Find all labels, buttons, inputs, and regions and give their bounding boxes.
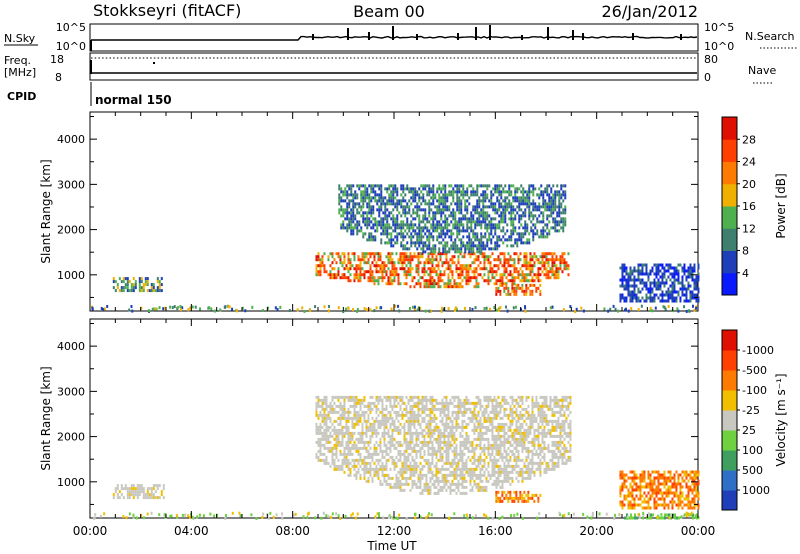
x-tick-label: 20:00 [579, 524, 614, 538]
x-tick-label: 04:00 [174, 524, 209, 538]
y-tick-label: 1000 [57, 269, 85, 282]
freq-label-line1: Freq. [4, 54, 31, 67]
colorbar-swatch [722, 490, 737, 511]
power-colorbar: 4 8 12 16 20 24 28 Power [dB] [721, 116, 788, 296]
power-panel-data [91, 184, 700, 314]
colorbar-swatch [722, 370, 737, 391]
colorbar-swatch [722, 228, 737, 251]
nsearch-bottom-tick: 10^0 [704, 40, 734, 53]
velocity-panel-data [93, 395, 700, 521]
colorbar-swatch [722, 250, 737, 274]
y-tick-label: 1000 [57, 476, 85, 489]
velocity-panel-axes: 1000 2000 3000 4000 Slant Range [km] 00:00 04:… [39, 319, 715, 538]
cpid-label: CPID [7, 90, 36, 103]
colorbar-tick-label: 20 [742, 178, 756, 191]
echo-region [619, 470, 700, 510]
colorbar-swatch [722, 139, 737, 162]
colorbar-tick-label: -100 [742, 384, 767, 397]
echo-region [315, 252, 570, 289]
colorbar-swatch [722, 206, 737, 229]
colorbar-tick-label: 500 [742, 464, 763, 477]
scattered-echoes [91, 304, 698, 314]
echo-region [112, 484, 165, 500]
nsky-label: N.Sky [4, 32, 36, 45]
colorbar-tick-label: 16 [742, 200, 756, 213]
echo-region [338, 184, 567, 254]
echo-region [495, 490, 542, 503]
colorbar-tick-label: 1000 [742, 484, 770, 497]
colorbar-swatch [722, 272, 737, 296]
colorbar-tick-label: -25 [742, 404, 760, 417]
nave-label: Nave [748, 64, 776, 77]
nsearch-top-tick: 10^5 [704, 21, 734, 34]
echo-region [315, 395, 572, 495]
colorbar-swatch [722, 117, 737, 140]
colorbar-tick-label: 24 [742, 156, 756, 169]
station-title: Stokkseyri (fitACF) [93, 1, 241, 20]
x-tick-label: 12:00 [377, 524, 412, 538]
colorbar-swatch [722, 161, 737, 185]
date-title: 26/Jan/2012 [601, 2, 698, 21]
velocity-colorbar: 1000 500 100 25 -25 -100 -500 -1000 Velocity [m … [721, 329, 788, 511]
freq-top-tick: 18 [50, 53, 64, 66]
colorbar-swatch [722, 183, 737, 207]
colorbar-label: Velocity [m s⁻¹] [774, 373, 788, 466]
colorbar-tick-label: 12 [742, 222, 756, 235]
freq-label-line2: [MHz] [4, 66, 36, 79]
colorbar-tick-label: 4 [742, 267, 749, 280]
colorbar-label: Power [dB] [774, 173, 788, 238]
colorbar-swatch [722, 330, 737, 351]
nsky-bottom-tick: 10^0 [56, 40, 86, 53]
y-tick-label: 2000 [57, 224, 85, 237]
colorbar-tick-label: -1000 [742, 344, 774, 357]
y-axis-label: Slant Range [km] [39, 159, 53, 263]
cpid-value: normal 150 [95, 93, 172, 107]
x-tick-label: 00:00 [73, 524, 108, 538]
x-tick-label: 00:00 [681, 524, 716, 538]
colorbar-tick-label: 25 [742, 424, 756, 437]
nsky-strip-frame [89, 23, 699, 52]
nave-bottom-tick: 0 [704, 71, 711, 84]
colorbar-tick-label: 8 [742, 245, 749, 258]
beam-title: Beam 00 [353, 2, 425, 21]
echo-region [619, 263, 700, 303]
y-tick-label: 4000 [57, 340, 85, 353]
colorbar-swatch [722, 390, 737, 411]
colorbar-swatch [722, 410, 737, 431]
echo-region [495, 283, 542, 296]
y-tick-label: 2000 [57, 431, 85, 444]
freq-bottom-tick: 8 [55, 71, 62, 84]
y-tick-label: 3000 [57, 385, 85, 398]
nsearch-label: N.Search [745, 30, 795, 43]
y-tick-label: 4000 [57, 133, 85, 146]
colorbar-swatch [722, 350, 737, 371]
colorbar-swatch [722, 430, 737, 451]
nsky-top-tick: 10^5 [56, 21, 86, 34]
y-tick-label: 3000 [57, 178, 85, 191]
x-tick-label: 16:00 [478, 524, 513, 538]
colorbar-swatch [722, 470, 737, 491]
colorbar-swatch [722, 450, 737, 471]
colorbar-tick-label: -500 [742, 364, 767, 377]
nsky-trace [90, 25, 698, 51]
y-axis-label: Slant Range [km] [39, 366, 53, 470]
colorbar-tick-label: 100 [742, 444, 763, 457]
x-axis-label: Time UT [366, 539, 417, 553]
scattered-echoes [93, 511, 700, 521]
echo-region [112, 277, 163, 293]
x-tick-label: 08:00 [275, 524, 310, 538]
colorbar-tick-label: 28 [742, 133, 756, 146]
nave-top-tick: 80 [704, 53, 718, 66]
freq-strip-frame [89, 52, 699, 81]
power-panel-axes: 1000 2000 3000 4000 Slant Range [km] [39, 112, 699, 311]
